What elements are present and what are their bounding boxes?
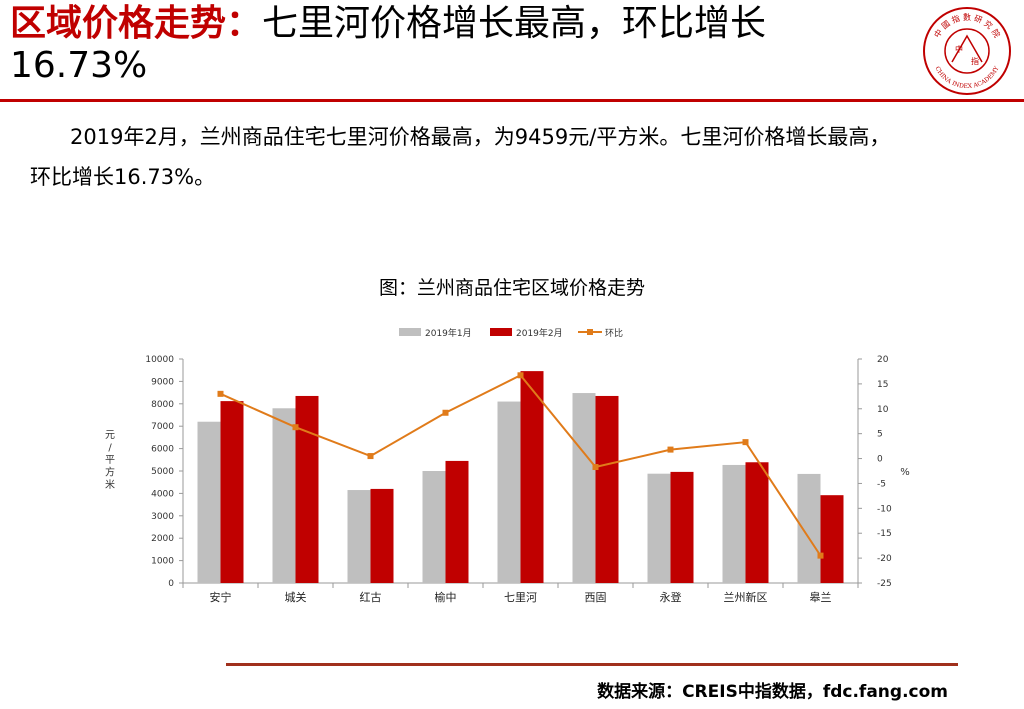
mom-marker [742,439,749,446]
summary-line-2: 环比增长16.73%。 [30,165,216,189]
y2-axis-label: % [900,467,910,478]
y-tick-label: 0 [168,579,174,589]
title-text: 七里河价格增长最高，环比增长 [262,3,767,44]
y-tick-label: 5000 [151,467,174,477]
header-divider [0,99,1024,102]
y2-tick-label: -15 [877,529,892,539]
title-line2: 16.73% [10,45,148,86]
x-tick-label: 皋兰 [810,590,832,604]
bar-jan [272,408,296,583]
x-tick-label: 兰州新区 [724,590,768,604]
slide-title: 区域价格走势：七里河价格增长最高，环比增长 [10,4,910,44]
y-axis-label-char: / [108,443,112,454]
y-tick-label: 10000 [145,355,174,365]
legend-label: 2019年2月 [516,327,563,339]
legend-marker [587,329,593,335]
bar-feb [820,495,844,583]
data-source: 数据来源：CREIS中指数据，fdc.fang.com [597,682,948,702]
mom-marker [442,409,449,416]
y-axis-label-char: 米 [105,478,115,491]
bar-feb [520,371,544,583]
x-tick-label: 七里河 [504,591,537,604]
slide-header: 区域价格走势：七里河价格增长最高，环比增长 16.73% [10,4,910,88]
x-tick-label: 城关 [285,590,307,604]
legend-swatch [399,328,421,336]
x-tick-label: 榆中 [435,590,457,604]
mom-marker [217,390,224,397]
legend-swatch [490,328,512,336]
y2-tick-label: -5 [877,479,886,489]
mom-marker [292,424,299,431]
bar-jan [347,490,371,583]
bar-feb [745,462,769,583]
bar-feb [220,401,244,583]
bar-feb [595,395,619,583]
y-tick-label: 7000 [151,422,174,432]
y2-tick-label: -10 [877,504,892,514]
logo-center-right: 指 [971,56,979,66]
y-tick-label: 1000 [151,557,174,567]
mom-marker [817,552,824,559]
x-tick-label: 安宁 [210,590,232,604]
bar-feb [445,460,469,583]
chart-title: 图：兰州商品住宅区域价格走势 [378,277,645,299]
mom-marker [592,464,599,471]
china-index-academy-logo: 中 國 指 數 研 究 院 CHINA INDEX ACADEMY 中 指 [923,7,1011,95]
x-tick-label: 永登 [660,590,682,604]
footer-divider [226,663,958,666]
bar-jan [497,401,521,583]
bar-jan [722,464,746,583]
legend-label: 环比 [605,327,623,339]
y2-tick-label: 5 [877,430,883,440]
y-tick-label: 8000 [151,400,174,410]
bar-jan [197,421,221,583]
bar-jan [647,473,671,583]
mom-marker [517,372,524,379]
legend-label: 2019年1月 [425,327,472,339]
y-axis-label-char: 元 [105,430,115,441]
y-tick-label: 2000 [151,534,174,544]
x-tick-label: 西固 [585,591,607,604]
bar-jan [422,471,446,583]
y2-tick-label: -20 [877,554,892,564]
y-tick-label: 4000 [151,489,174,499]
y-axis-label-char: 方 [105,466,115,479]
y-tick-label: 9000 [151,377,174,387]
summary-line-1: 2019年2月，兰州商品住宅七里河价格最高，为9459元/平方米。七里河价格增长… [70,125,891,149]
summary-text: 2019年2月，兰州商品住宅七里河价格最高，为9459元/平方米。七里河价格增长… [30,117,1000,197]
bar-feb [370,488,394,583]
bar-jan [572,393,596,583]
bar-jan [797,473,821,583]
y-axis-label-char: 平 [105,455,115,466]
mom-marker [367,453,374,460]
y2-tick-label: 10 [877,405,889,415]
x-tick-label: 红古 [360,591,382,604]
y-tick-label: 6000 [151,445,174,455]
title-highlight: 区域价格走势： [10,3,263,44]
bar-feb [295,395,319,583]
y2-tick-label: -25 [877,579,892,589]
logo-center-left: 中 [955,44,963,54]
y2-tick-label: 15 [877,380,888,390]
bar-feb [670,471,694,583]
y2-tick-label: 0 [877,455,883,465]
mom-marker [667,446,674,453]
y2-tick-label: 20 [877,355,889,365]
y-tick-label: 3000 [151,512,174,522]
